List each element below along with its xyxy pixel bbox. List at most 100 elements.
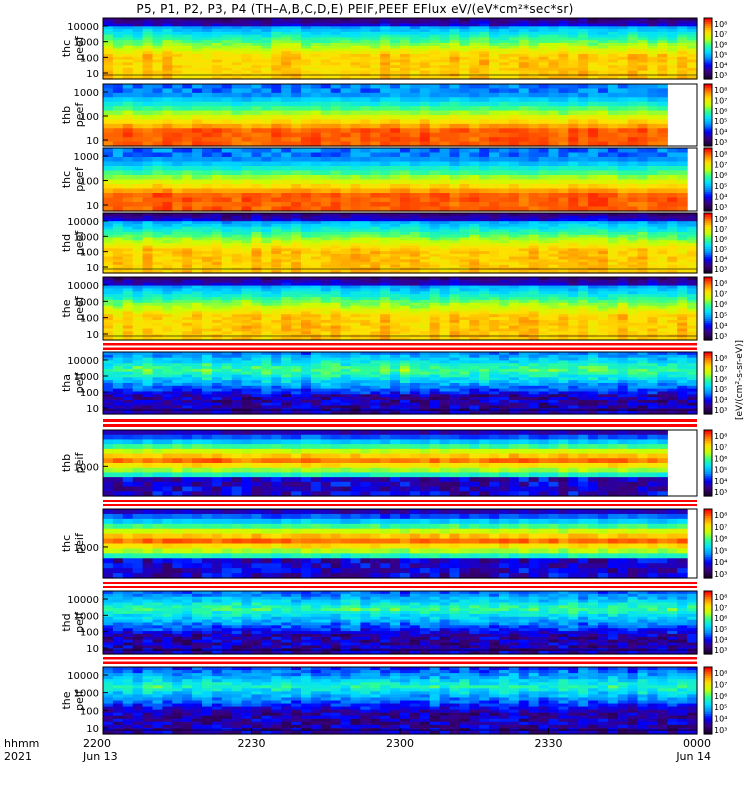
heatmap-cell xyxy=(142,215,154,220)
heatmap-cell xyxy=(360,188,371,194)
heatmap-cell xyxy=(400,218,411,222)
heatmap-cell xyxy=(281,20,292,25)
colorbar-cell xyxy=(704,52,712,56)
heatmap-cell xyxy=(261,202,272,208)
heatmap-cell xyxy=(221,62,233,66)
heatmap-cell xyxy=(310,305,322,310)
heatmap-cell xyxy=(103,56,114,61)
heatmap-cell xyxy=(607,56,619,61)
heatmap-cell xyxy=(122,161,134,167)
heatmap-cell xyxy=(142,226,154,230)
heatmap-cell xyxy=(281,223,292,228)
heatmap-cell xyxy=(499,97,510,103)
heatmap-cell xyxy=(469,206,480,212)
heatmap-cell xyxy=(518,218,530,222)
heatmap-cell xyxy=(548,175,559,181)
heatmap-cell xyxy=(548,20,559,25)
heatmap-cell xyxy=(162,106,173,112)
heatmap-cell xyxy=(508,237,520,241)
heatmap-cell xyxy=(647,56,658,61)
heatmap-cell xyxy=(202,234,213,239)
heatmap-cell xyxy=(182,285,193,290)
heatmap-cell xyxy=(231,237,243,241)
heatmap-cell xyxy=(251,152,262,158)
heatmap-cell xyxy=(192,314,203,318)
heatmap-cell xyxy=(192,285,203,290)
heatmap-cell xyxy=(271,184,282,190)
heatmap-cell xyxy=(291,319,302,324)
heatmap-cell xyxy=(251,215,262,220)
heatmap-cell xyxy=(578,132,589,138)
heatmap-cell xyxy=(112,248,124,252)
heatmap-cell xyxy=(103,291,114,295)
heatmap-cell xyxy=(370,229,381,233)
heatmap-cell xyxy=(637,262,649,266)
heatmap-cell xyxy=(241,70,253,75)
heatmap-cell xyxy=(528,264,540,269)
heatmap-cell xyxy=(687,253,698,258)
heatmap-cell xyxy=(637,270,649,274)
heatmap-cell xyxy=(400,197,411,203)
heatmap-cell xyxy=(617,101,629,107)
heatmap-cell xyxy=(667,229,678,233)
heatmap-cell xyxy=(182,48,193,52)
heatmap-cell xyxy=(211,26,223,30)
heatmap-cell xyxy=(469,59,480,63)
heatmap-cell xyxy=(330,248,342,252)
heatmap-cell xyxy=(122,264,134,269)
heatmap-cell xyxy=(429,223,441,228)
heatmap-cell xyxy=(132,70,144,75)
heatmap-cell xyxy=(459,259,470,263)
heatmap-cell xyxy=(469,251,480,255)
heatmap-cell xyxy=(657,179,668,185)
heatmap-cell xyxy=(409,29,421,33)
heatmap-cell xyxy=(538,26,550,30)
heatmap-cell xyxy=(310,311,322,315)
heatmap-cell xyxy=(301,264,312,269)
heatmap-cell xyxy=(607,229,619,233)
heatmap-cell xyxy=(132,299,144,304)
heatmap-cell xyxy=(508,248,520,252)
heatmap-cell xyxy=(508,20,520,25)
heatmap-cell xyxy=(142,302,154,307)
heatmap-cell xyxy=(429,240,441,244)
heatmap-cell xyxy=(122,218,134,222)
heatmap-cell xyxy=(231,202,243,208)
heatmap-cell xyxy=(320,20,332,25)
heatmap-cell xyxy=(182,237,193,241)
heatmap-cell xyxy=(400,240,411,244)
heatmap-cell xyxy=(350,40,361,44)
heatmap-cell xyxy=(548,110,559,116)
heatmap-cell xyxy=(400,253,411,258)
y-tick-label: 100 xyxy=(80,177,99,188)
heatmap-cell xyxy=(122,42,134,47)
heatmap-cell xyxy=(390,54,401,58)
heatmap-cell xyxy=(607,115,619,121)
heatmap-cell xyxy=(261,325,272,330)
heatmap-cell xyxy=(429,170,441,176)
heatmap-cell xyxy=(449,115,460,121)
heatmap-cell xyxy=(528,42,540,47)
heatmap-cell xyxy=(261,152,272,158)
heatmap-cell xyxy=(449,223,460,228)
heatmap-cell xyxy=(508,101,520,107)
heatmap-cell xyxy=(469,161,480,167)
heatmap-cell xyxy=(202,240,213,244)
heatmap-cell xyxy=(429,256,441,260)
heatmap-cell xyxy=(192,305,203,310)
heatmap-cell xyxy=(538,232,550,236)
heatmap-cell xyxy=(538,115,550,121)
heatmap-cell xyxy=(261,291,272,295)
heatmap-cell xyxy=(172,48,183,52)
heatmap-cell xyxy=(499,148,510,154)
heatmap-cell xyxy=(241,317,253,321)
heatmap-cell xyxy=(261,42,272,47)
heatmap-cell xyxy=(459,221,470,225)
heatmap-cell xyxy=(172,188,183,194)
heatmap-cell xyxy=(221,259,233,263)
heatmap-cell xyxy=(103,221,114,225)
heatmap-cell xyxy=(409,106,421,112)
heatmap-cell xyxy=(400,128,411,134)
heatmap-cell xyxy=(330,59,342,63)
heatmap-cell xyxy=(221,319,233,324)
